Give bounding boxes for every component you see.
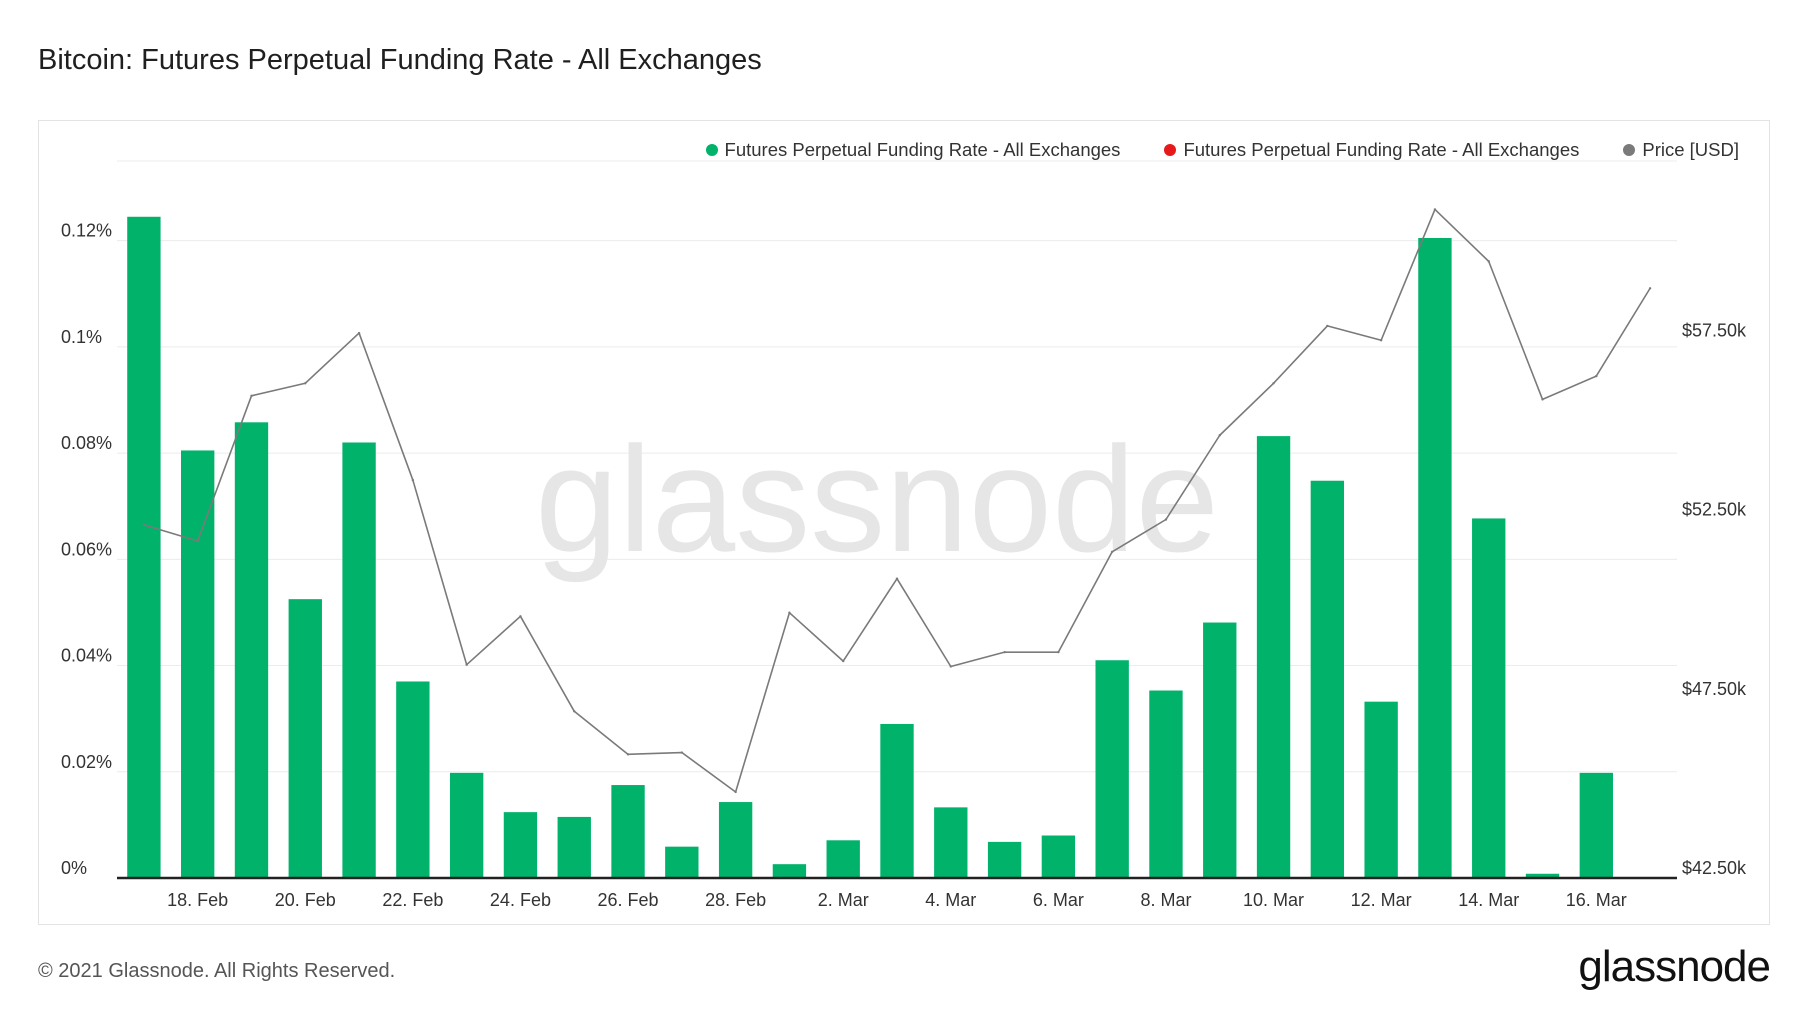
y-left-tick-label: 0%	[61, 858, 87, 878]
x-tick-label: 26. Feb	[598, 890, 659, 910]
funding-rate-bar	[1525, 873, 1560, 878]
funding-rate-bar	[1364, 701, 1398, 878]
funding-rate-bar	[1149, 690, 1183, 878]
funding-rate-bar	[826, 840, 860, 878]
x-tick-label: 14. Mar	[1458, 890, 1519, 910]
x-tick-label: 6. Mar	[1033, 890, 1084, 910]
legend-item-price[interactable]: Price [USD]	[1623, 139, 1739, 161]
chart-title: Bitcoin: Futures Perpetual Funding Rate …	[38, 44, 762, 76]
price-point	[1379, 339, 1383, 342]
y-right-tick-label: $47.50k	[1682, 679, 1747, 699]
price-point	[519, 615, 522, 618]
chart-panel: glassnode 0% 0.02% 0.04% 0.06% 0.08% 0.1% 0.12%…	[38, 120, 1770, 925]
price-point	[1541, 398, 1544, 401]
price-point	[1433, 208, 1437, 211]
funding-rate-bar	[396, 681, 430, 878]
funding-rate-bar	[718, 802, 753, 878]
funding-rate-bar	[342, 442, 376, 878]
price-point	[142, 523, 146, 527]
x-tick-label: 16. Mar	[1566, 890, 1627, 910]
x-tick-label: 4. Mar	[925, 890, 976, 910]
x-tick-label: 2. Mar	[818, 890, 869, 910]
price-point	[1272, 382, 1275, 385]
y-left-tick-label: 0.08%	[61, 433, 112, 453]
funding-rate-bar	[665, 846, 699, 878]
x-tick-label: 18. Feb	[167, 890, 228, 910]
funding-rate-bar	[1579, 772, 1613, 878]
legend-dot-gray-icon	[1623, 144, 1636, 156]
price-point	[734, 790, 737, 794]
funding-rate-bar	[503, 812, 538, 878]
funding-rate-bar	[1310, 480, 1345, 878]
y-right-tick-label: $42.50k	[1682, 858, 1747, 878]
price-point	[949, 665, 952, 668]
funding-rate-bar	[234, 422, 269, 878]
price-point	[411, 478, 415, 482]
funding-rate-bar	[1041, 835, 1076, 878]
funding-rate-bar	[1095, 660, 1129, 878]
funding-rate-bar	[880, 723, 914, 878]
price-point	[1595, 374, 1598, 378]
chart-svg: glassnode 0% 0.02% 0.04% 0.06% 0.08% 0.1% 0.12%…	[61, 160, 1747, 910]
price-point	[1110, 550, 1114, 553]
glassnode-logo: glassnode	[1578, 942, 1771, 991]
x-tick-label: 24. Feb	[490, 890, 551, 910]
y-left-tick-label: 0.04%	[61, 646, 112, 666]
price-point	[1057, 650, 1060, 654]
price-point	[842, 659, 845, 663]
price-point	[465, 663, 468, 666]
legend-label: Futures Perpetual Funding Rate - All Exc…	[1183, 139, 1580, 160]
legend-item-funding-green[interactable]: Futures Perpetual Funding Rate - All Exc…	[705, 139, 1121, 161]
price-point	[1164, 518, 1168, 521]
price-point	[196, 539, 199, 543]
legend-dot-green-icon	[705, 144, 718, 156]
price-point	[357, 331, 361, 335]
price-point	[1003, 650, 1006, 654]
x-tick-label: 20. Feb	[275, 890, 336, 910]
funding-rate-bar	[1203, 622, 1237, 878]
legend-dot-red-icon	[1164, 144, 1177, 156]
funding-rate-bar	[934, 807, 968, 878]
funding-rate-bar	[987, 841, 1022, 878]
funding-rate-bar	[1418, 238, 1452, 878]
funding-rate-bar	[1472, 518, 1506, 878]
funding-rate-bar	[772, 864, 807, 878]
funding-rate-bar	[449, 772, 484, 878]
funding-rate-bar	[611, 785, 645, 878]
price-point	[788, 611, 791, 614]
y-left-tick-label: 0.02%	[61, 752, 112, 772]
funding-rate-bar	[1256, 436, 1291, 878]
funding-rate-bar	[127, 216, 161, 878]
y-right-tick-label: $57.50k	[1682, 320, 1747, 340]
funding-rate-bar	[557, 816, 591, 878]
price-point	[250, 394, 253, 398]
funding-rate-bar	[181, 450, 215, 878]
copyright-text: © 2021 Glassnode. All Rights Reserved.	[38, 960, 396, 982]
legend-label: Price [USD]	[1642, 139, 1739, 160]
y-left-tick-label: 0.1%	[61, 327, 102, 347]
price-point	[573, 710, 576, 713]
price-point	[1487, 260, 1490, 263]
legend: Futures Perpetual Funding Rate - All Exc…	[705, 139, 1739, 161]
watermark: glassnode	[535, 415, 1219, 583]
legend-label: Futures Perpetual Funding Rate - All Exc…	[724, 139, 1121, 160]
x-tick-label: 12. Mar	[1351, 890, 1412, 910]
price-point	[1648, 287, 1652, 290]
x-tick-label: 8. Mar	[1140, 890, 1191, 910]
legend-item-funding-red[interactable]: Futures Perpetual Funding Rate - All Exc…	[1164, 139, 1579, 161]
funding-rate-bar	[288, 599, 322, 878]
price-point	[1326, 324, 1329, 328]
price-point	[626, 753, 630, 756]
x-tick-label: 22. Feb	[382, 890, 443, 910]
price-point	[895, 577, 899, 580]
x-tick-label: 10. Mar	[1243, 890, 1304, 910]
x-tick-label: 28. Feb	[705, 890, 766, 910]
y-left-tick-label: 0.06%	[61, 539, 112, 559]
price-point	[1218, 434, 1221, 437]
price-point	[304, 382, 307, 385]
y-left-tick-label: 0.12%	[61, 221, 112, 241]
y-right-tick-label: $52.50k	[1682, 500, 1747, 520]
price-point	[680, 751, 684, 754]
